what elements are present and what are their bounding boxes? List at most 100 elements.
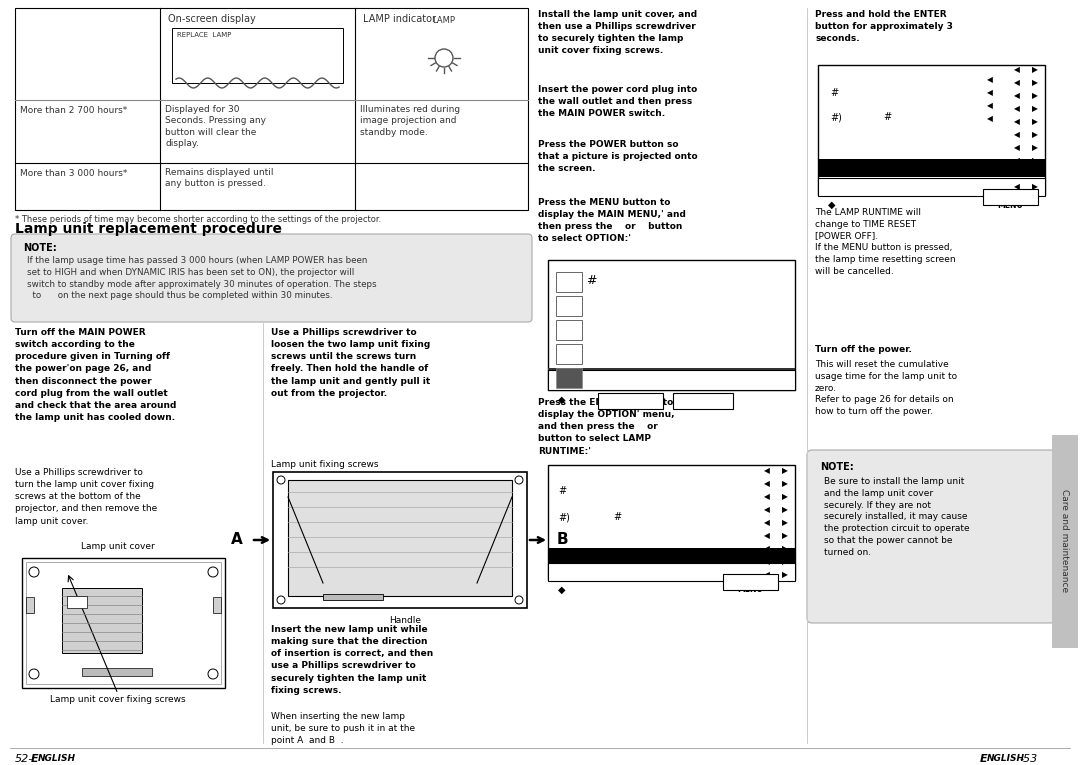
Bar [273,472,527,608]
Text: ▶: ▶ [1032,118,1038,126]
Text: Insert the power cord plug into
the wall outlet and then press
the MAIN POWER sw: Insert the power cord plug into the wall… [538,85,698,119]
Text: The LAMP RUNTIME will
change to TIME RESET
[POWER OFF].
If the MENU button is pr: The LAMP RUNTIME will change to TIME RES… [815,208,956,276]
Text: ◀: ◀ [764,571,770,580]
Text: #: # [883,112,891,122]
Text: #: # [558,486,566,496]
Text: Press the ENTER button to
display the OPTION' menu,
and then press the    or
but: Press the ENTER button to display the OP… [538,398,675,456]
Bar [26,597,33,613]
Text: ▶: ▶ [1032,105,1038,113]
Text: ▶: ▶ [782,571,788,580]
Text: ◀: ◀ [764,532,770,541]
Text: #: # [613,512,621,522]
Text: Care and maintenance: Care and maintenance [1061,490,1069,593]
Text: ◀: ◀ [1014,183,1020,191]
Bar [556,344,582,364]
Text: A: A [231,532,243,548]
Circle shape [515,476,523,484]
Text: NGLISH: NGLISH [987,754,1025,763]
Bar [548,370,795,390]
Text: B: B [557,532,569,548]
Bar [213,597,221,613]
Text: ·: · [678,568,680,577]
Text: #): #) [558,512,570,522]
Text: More than 2 700 hours*: More than 2 700 hours* [21,106,127,115]
Text: Install the lamp unit cover, and
then use a Phillips screwdriver
to securely tig: Install the lamp unit cover, and then us… [538,10,697,55]
Circle shape [435,49,453,67]
Bar [67,596,87,608]
Bar [26,562,221,684]
Text: ◀: ◀ [987,76,993,84]
Text: Use a Phillips screwdriver to
loosen the two lamp unit fixing
screws until the s: Use a Phillips screwdriver to loosen the… [271,328,430,398]
Text: * These periods of time may become shorter according to the settings of the proj: * These periods of time may become short… [15,215,381,224]
Bar [62,588,141,653]
FancyBboxPatch shape [11,234,532,322]
Text: ◀: ◀ [987,115,993,123]
Text: Press and hold the ENTER
button for approximately 3
seconds.: Press and hold the ENTER button for appr… [815,10,953,44]
Text: ▶: ▶ [782,480,788,489]
Bar [818,178,1045,196]
Circle shape [208,567,218,577]
Text: Remains displayed until
any button is pressed.: Remains displayed until any button is pr… [165,168,273,188]
Text: 52-: 52- [15,754,33,764]
Text: Lamp unit fixing screws: Lamp unit fixing screws [271,460,378,469]
Text: ▶: ▶ [782,545,788,554]
Text: Use a Phillips screwdriver to
turn the lamp unit cover fixing
screws at the bott: Use a Phillips screwdriver to turn the l… [15,468,158,526]
Text: Handle: Handle [389,616,421,625]
Bar [22,558,225,688]
Text: ◀: ◀ [1014,92,1020,100]
Bar [818,159,1045,177]
Text: ▶: ▶ [782,467,788,476]
Text: NOTE:: NOTE: [820,462,854,472]
Text: ▶: ▶ [1032,157,1038,165]
Text: +: + [598,568,605,577]
Text: ◆: ◆ [558,585,566,595]
Bar [983,189,1038,205]
Text: When inserting the new lamp
unit, be sure to push it in at the
point A  and B  .: When inserting the new lamp unit, be sur… [271,712,415,745]
Text: ◀: ◀ [764,519,770,528]
Text: NOTE:: NOTE: [23,243,57,253]
Circle shape [276,596,285,604]
Text: REPLACE  LAMP: REPLACE LAMP [177,32,231,38]
Bar [548,548,795,564]
Text: MENU: MENU [997,200,1023,210]
Text: Turn off the power.: Turn off the power. [815,345,912,354]
Circle shape [29,669,39,679]
Bar [556,368,582,388]
Text: #: # [831,88,838,98]
Text: ▶: ▶ [1032,170,1038,178]
Bar [556,296,582,316]
Bar [548,465,795,580]
Text: ◀: ◀ [1014,131,1020,139]
Text: NGLISH: NGLISH [38,754,76,763]
Text: Lamp unit cover: Lamp unit cover [81,542,154,551]
Bar [15,163,160,210]
Text: Lamp unit replacement procedure: Lamp unit replacement procedure [15,222,282,236]
Bar [288,480,512,596]
Bar [172,28,343,83]
Text: Turn off the MAIN POWER
switch according to the
procedure given in Turning off
t: Turn off the MAIN POWER switch according… [15,328,176,422]
Text: ENTER: ENTER [616,396,644,405]
Text: Lamp unit cover fixing screws: Lamp unit cover fixing screws [50,695,186,704]
Text: ▶: ▶ [1032,144,1038,152]
Text: E: E [31,754,39,764]
Text: If the lamp usage time has passed 3 000 hours (when LAMP POWER has been
set to H: If the lamp usage time has passed 3 000 … [27,256,377,301]
Text: Illuminates red during
image projection and
standby mode.: Illuminates red during image projection … [360,105,460,137]
Text: ◀: ◀ [1014,157,1020,165]
Bar [82,668,152,676]
Text: ◀: ◀ [987,102,993,110]
Bar [556,368,582,388]
Text: More than 3 000 hours*: More than 3 000 hours* [21,169,127,178]
Text: ▶: ▶ [782,519,788,528]
Text: On-screen display: On-screen display [168,14,256,24]
Text: #): #) [831,112,842,122]
Bar [15,8,528,210]
Text: ▶: ▶ [1032,79,1038,87]
Circle shape [29,567,39,577]
Text: E: E [980,754,987,764]
Text: LAMP indicator: LAMP indicator [363,14,436,24]
Text: -53: -53 [1020,754,1038,764]
Text: ◀: ◀ [1014,66,1020,74]
Text: ◀: ◀ [764,467,770,476]
Text: ◀: ◀ [1014,79,1020,87]
Bar [548,563,795,581]
